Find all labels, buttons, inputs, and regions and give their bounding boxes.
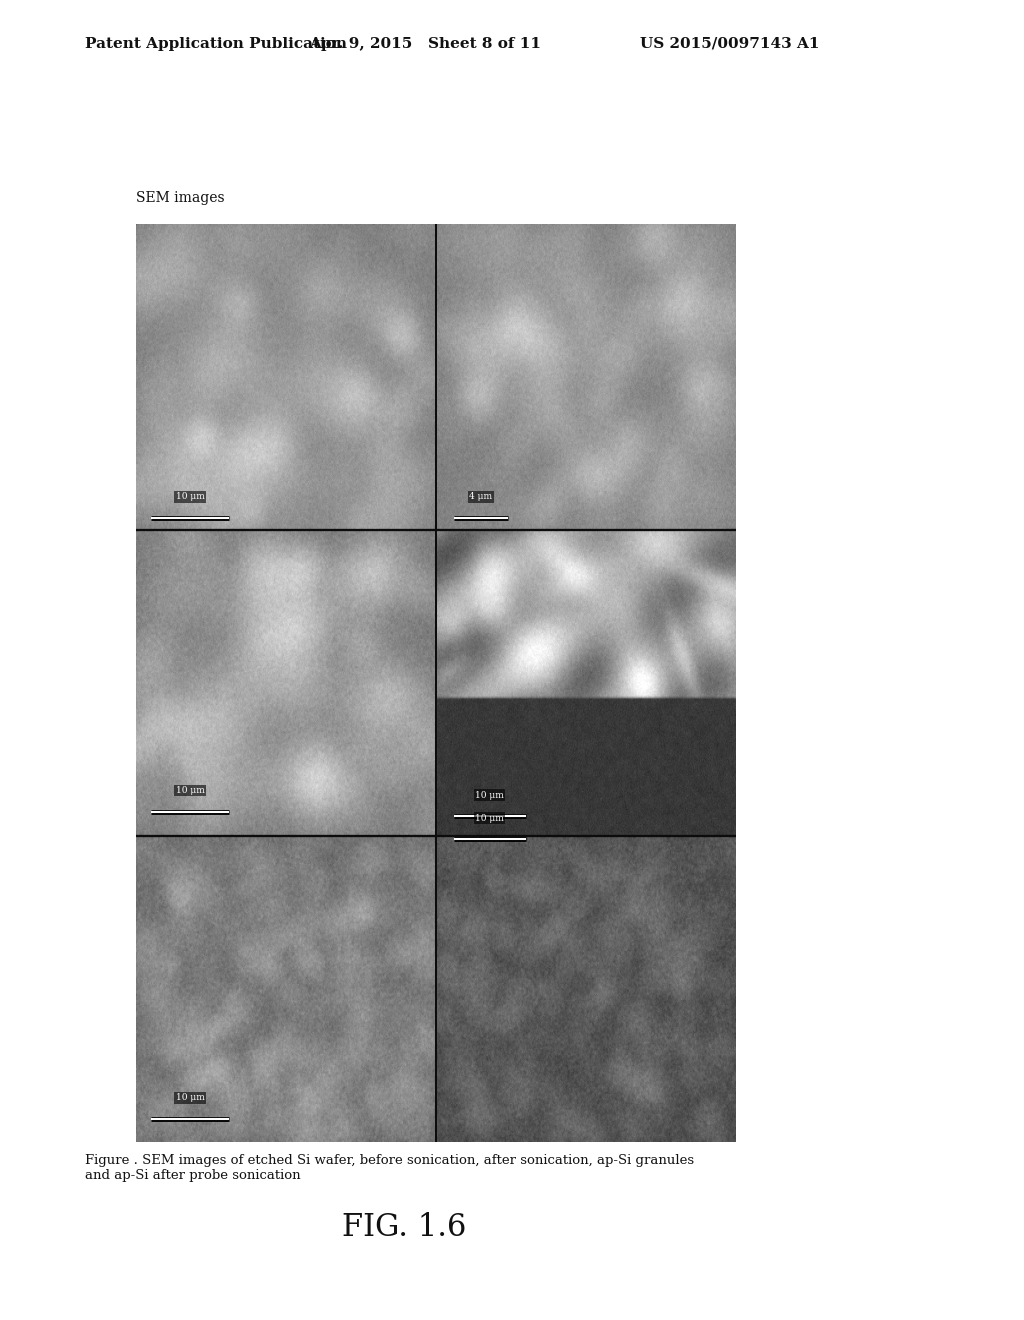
Text: Figure . SEM images of etched Si wafer, before sonication, after sonication, ap-: Figure . SEM images of etched Si wafer, …: [85, 1154, 694, 1181]
Text: 10 μm: 10 μm: [176, 1093, 205, 1102]
Text: 10 μm: 10 μm: [475, 791, 504, 800]
Text: Apr. 9, 2015   Sheet 8 of 11: Apr. 9, 2015 Sheet 8 of 11: [309, 37, 541, 51]
Text: 10 μm: 10 μm: [475, 813, 504, 822]
Text: Patent Application Publication: Patent Application Publication: [85, 37, 347, 51]
Text: FIG. 1.6: FIG. 1.6: [342, 1212, 467, 1242]
Text: SEM images: SEM images: [136, 190, 225, 205]
Text: US 2015/0097143 A1: US 2015/0097143 A1: [640, 37, 819, 51]
Text: 4 μm: 4 μm: [469, 492, 493, 502]
Text: 10 μm: 10 μm: [176, 492, 205, 502]
Text: 10 μm: 10 μm: [176, 785, 205, 795]
